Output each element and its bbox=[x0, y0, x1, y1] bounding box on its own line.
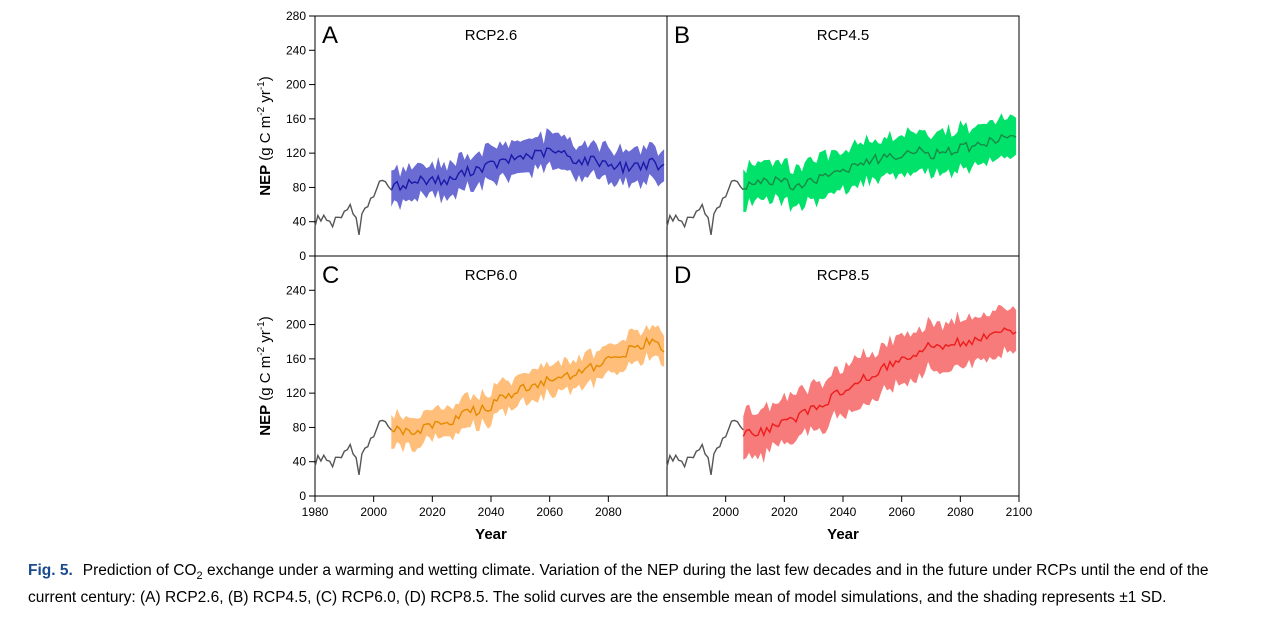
x-tick-label: 2040 bbox=[830, 505, 857, 519]
y-tick-label: 240 bbox=[286, 43, 306, 57]
figure-caption: Fig. 5. Prediction of CO2 exchange under … bbox=[28, 560, 1260, 608]
mean-line-a bbox=[390, 147, 665, 192]
historical-line-a bbox=[314, 179, 392, 236]
panel-title-c: RCP6.0 bbox=[465, 267, 518, 284]
y-tick-label: 240 bbox=[286, 283, 306, 297]
y-tick-label: 200 bbox=[286, 318, 306, 332]
panel-title-b: RCP4.5 bbox=[817, 27, 870, 44]
x-tick-label: 2020 bbox=[419, 505, 446, 519]
historical-line-d bbox=[666, 419, 744, 476]
x-axis-title-left: Year bbox=[475, 526, 507, 543]
panel-title-a: RCP2.6 bbox=[465, 27, 518, 44]
sd-band-c bbox=[391, 324, 665, 453]
panel-letter-c: C bbox=[322, 262, 339, 289]
x-axis-right: 2000 2020 2040 2060 2080 2100 bbox=[712, 496, 1033, 519]
panel-letter-d: D bbox=[674, 262, 691, 289]
y-tick-label: 160 bbox=[286, 352, 306, 366]
y-tick-label: 40 bbox=[293, 455, 307, 469]
y-tick-label: 0 bbox=[299, 249, 306, 263]
mean-line-c bbox=[391, 336, 665, 437]
x-tick-label: 2080 bbox=[947, 505, 974, 519]
x-tick-label: 2080 bbox=[595, 505, 622, 519]
x-tick-label: 2100 bbox=[1006, 505, 1033, 519]
x-tick-label: 2020 bbox=[771, 505, 798, 519]
x-tick-label: 2060 bbox=[888, 505, 915, 519]
x-tick-label: 1980 bbox=[302, 505, 329, 519]
y-tick-label: 80 bbox=[293, 180, 307, 194]
y-tick-label: 200 bbox=[286, 78, 306, 92]
x-axis-title-right: Year bbox=[827, 526, 859, 543]
panel-c: C RCP6.0 bbox=[314, 262, 665, 476]
panel-d: D RCP8.5 bbox=[666, 262, 1017, 476]
x-tick-label: 2060 bbox=[536, 505, 563, 519]
y-tick-label: 120 bbox=[286, 386, 306, 400]
nep-figure: A RCP2.6 B RCP4.5 C RCP6.0 D RCP8.5 0 40 80 120 160 2… bbox=[256, 9, 1033, 543]
y-axis-title-top: NEP (g C m-2 yr-1) bbox=[256, 76, 274, 196]
caption-subscript: 2 bbox=[196, 570, 203, 583]
x-tick-label: 2000 bbox=[360, 505, 387, 519]
x-tick-label: 2040 bbox=[478, 505, 505, 519]
caption-text-end: exchange under a warming and wetting cli… bbox=[28, 562, 1209, 607]
y-axis-top: 0 40 80 120 160 200 240 280 bbox=[286, 9, 315, 263]
y-axis-bottom: 0 40 80 120 160 200 240 bbox=[286, 283, 315, 503]
panel-a: A RCP2.6 bbox=[314, 22, 665, 236]
y-tick-label: 0 bbox=[299, 489, 306, 503]
x-tick-label: 2000 bbox=[712, 505, 739, 519]
panel-b: B RCP4.5 bbox=[666, 22, 1017, 236]
sd-band-a bbox=[391, 128, 665, 211]
y-tick-label: 40 bbox=[293, 215, 307, 229]
caption-text-start: Prediction of CO bbox=[82, 562, 197, 579]
mean-line-b bbox=[743, 133, 1017, 191]
y-axis-title-bottom: NEP (g C m-2 yr-1) bbox=[256, 316, 274, 436]
panel-title-d: RCP8.5 bbox=[817, 267, 870, 284]
panel-letter-a: A bbox=[322, 22, 338, 49]
y-tick-label: 280 bbox=[286, 9, 306, 23]
y-tick-label: 120 bbox=[286, 146, 306, 160]
historical-line-c bbox=[314, 419, 392, 476]
y-tick-label: 160 bbox=[286, 112, 306, 126]
y-tick-label: 80 bbox=[293, 420, 307, 434]
caption-label: Fig. 5. bbox=[28, 562, 73, 579]
sd-band-d bbox=[743, 304, 1017, 464]
panel-letter-b: B bbox=[674, 22, 690, 49]
mean-line-d bbox=[742, 327, 1017, 438]
x-axis-left: 1980 2000 2020 2040 2060 2080 bbox=[302, 496, 622, 519]
historical-line-b bbox=[666, 179, 744, 236]
